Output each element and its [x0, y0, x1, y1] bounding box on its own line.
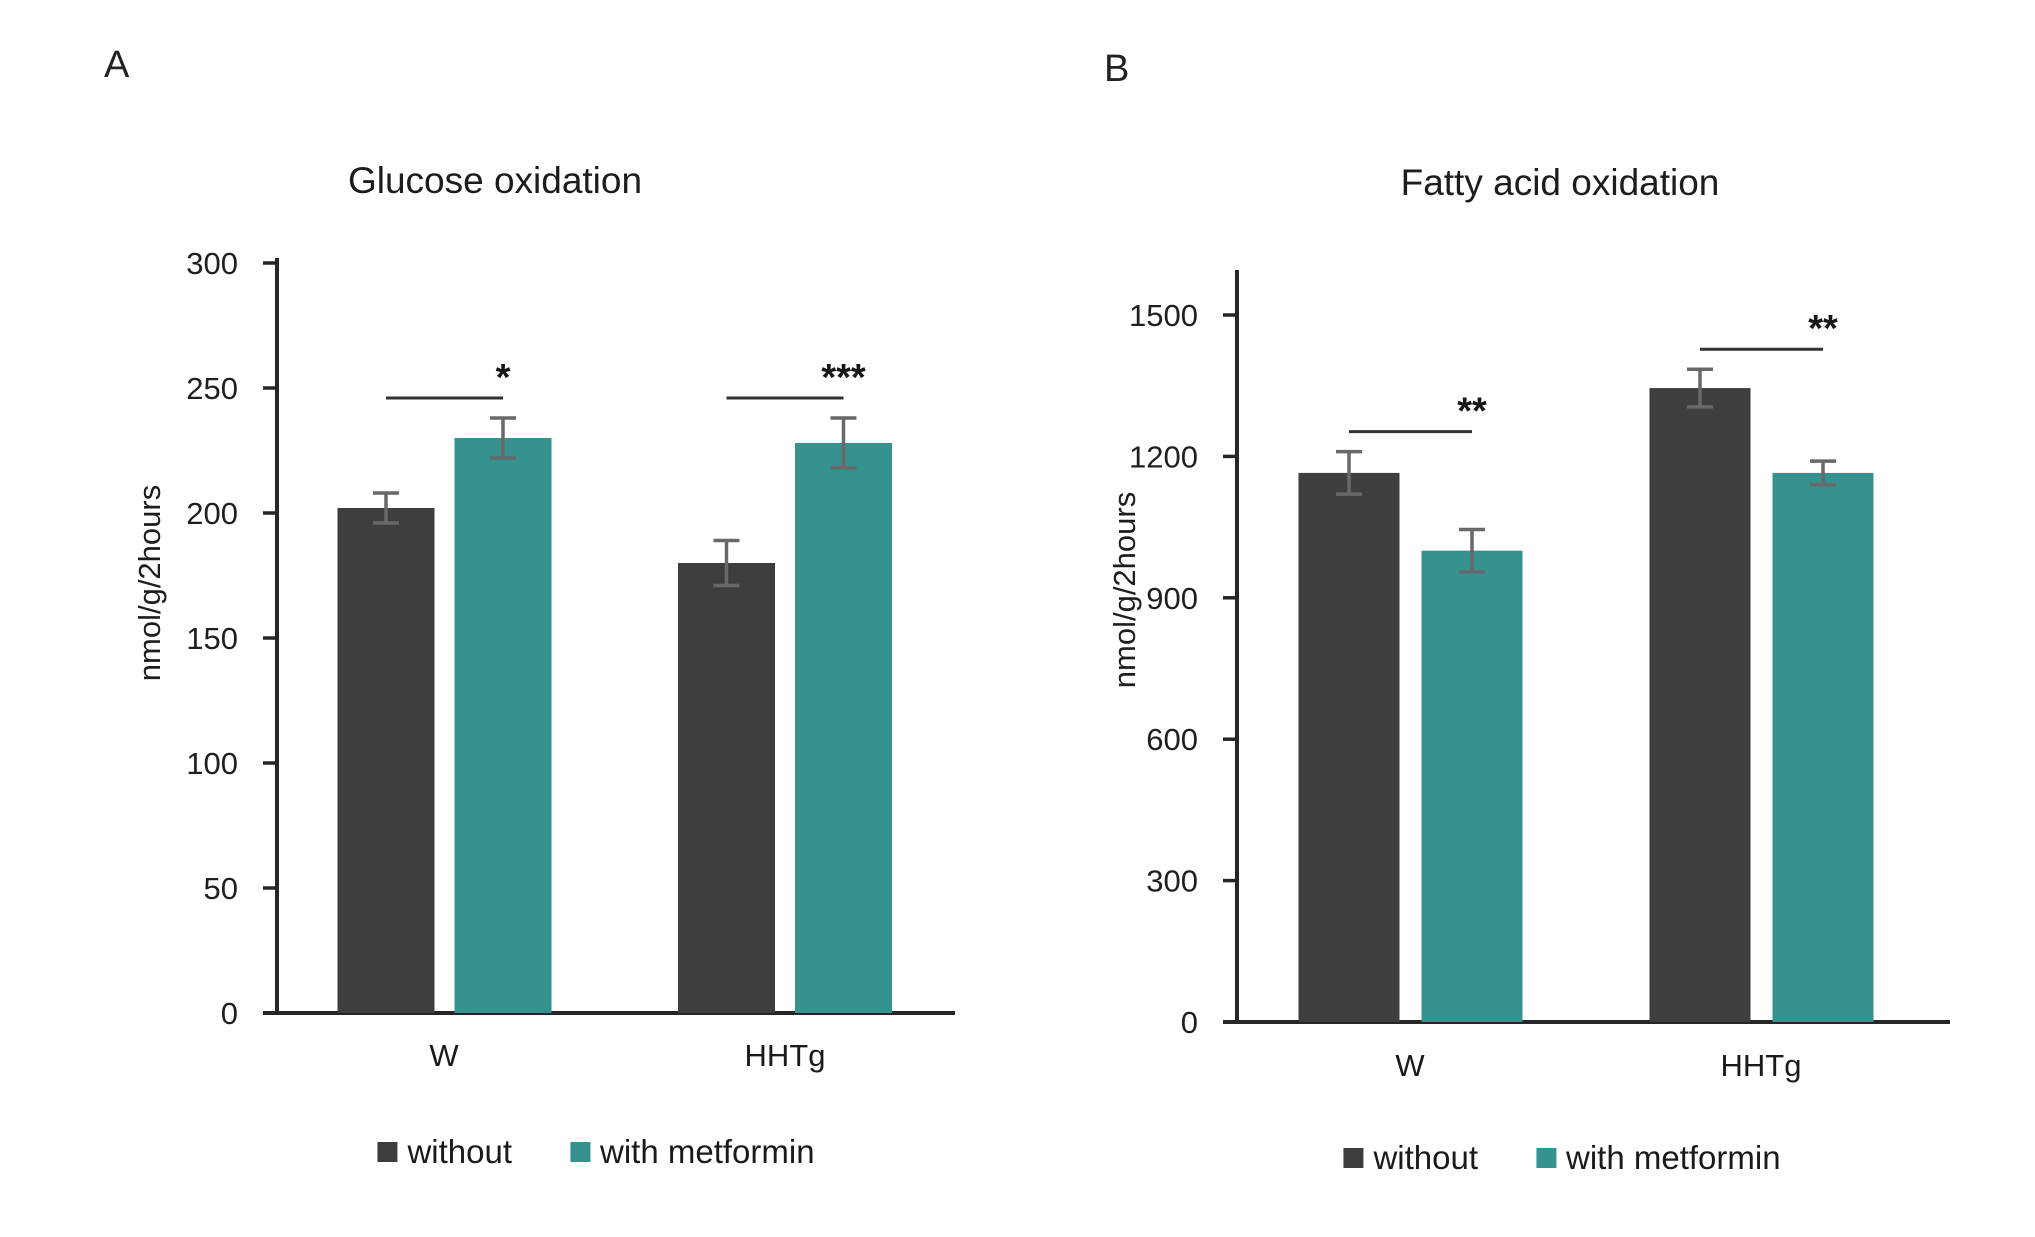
significance-label-a-hhtg: ***	[821, 357, 866, 399]
bar-a-w-without	[337, 508, 435, 1013]
panel-b-category-hhtg: HHTg	[1720, 1048, 1802, 1083]
legend-swatch-with-metformin	[1536, 1148, 1556, 1168]
bar-b-w-without	[1298, 472, 1400, 1022]
panel-a-category-w: W	[429, 1038, 459, 1073]
legend-swatch-without	[377, 1142, 398, 1162]
panel-a-y-tick-label-0: 0	[221, 996, 238, 1031]
panel-b-y-axis-label: nmol/g/2hours	[1107, 491, 1142, 689]
panel-a-y-tick-label-200: 200	[186, 496, 238, 531]
bar-b-hhtg-without	[1649, 388, 1751, 1023]
significance-label-b-w: **	[1457, 391, 1487, 433]
panel-b-letter: B	[1104, 48, 1130, 90]
significance-label-a-w: *	[496, 357, 511, 399]
legend-swatch-with-metformin	[570, 1142, 590, 1162]
legend-item-without: without	[377, 1133, 512, 1171]
legend-swatch-without	[1343, 1148, 1364, 1168]
legend-label-without: without	[1373, 1139, 1478, 1176]
panel-a-y-tick-label-250: 250	[186, 371, 238, 406]
panel-b-y-tick-label-0: 0	[1181, 1005, 1198, 1040]
panel-b-y-tick-label-1200: 1200	[1129, 439, 1198, 474]
panel-b-category-w: W	[1395, 1048, 1425, 1083]
bar-a-w-with-metformin	[454, 438, 552, 1013]
panel-a-y-axis-label: nmol/g/2hours	[132, 484, 167, 682]
panel-b-legend: without with metformin	[1343, 1138, 1781, 1178]
panel-b-y-tick-label-900: 900	[1146, 581, 1198, 616]
panel-a-title: Glucose oxidation	[347, 160, 643, 201]
legend-label-with-metformin: with metformin	[600, 1133, 815, 1170]
panel-b-y-tick-label-600: 600	[1146, 722, 1198, 757]
panel-a-y-tick-label-100: 100	[186, 746, 238, 781]
panel-a-letter: A	[104, 44, 130, 86]
legend-item-without: without	[1343, 1139, 1478, 1177]
legend-item-with-metformin: with metformin	[1536, 1139, 1781, 1177]
panel-a-category-hhtg: HHTg	[744, 1038, 826, 1073]
panel-a-legend: without with metformin	[377, 1132, 815, 1172]
legend-label-without: without	[407, 1133, 512, 1170]
legend-item-with-metformin: with metformin	[570, 1133, 815, 1171]
panel-b-title: Fatty acid oxidation	[1400, 162, 1720, 203]
bar-a-hhtg-with-metformin	[795, 443, 892, 1013]
panel-a-y-tick-label-150: 150	[186, 621, 238, 656]
bar-b-hhtg-with-metformin	[1772, 472, 1874, 1022]
panel-a-y-tick-label-300: 300	[186, 246, 238, 281]
legend-label-with-metformin: with metformin	[1566, 1139, 1781, 1176]
panel-b-y-tick-label-1500: 1500	[1129, 298, 1198, 333]
bar-a-hhtg-without	[678, 563, 775, 1013]
bar-b-w-with-metformin	[1421, 550, 1523, 1022]
panel-a-y-tick-label-50: 50	[204, 871, 238, 906]
significance-label-b-hhtg: **	[1808, 308, 1838, 350]
panel-b-y-tick-label-300: 300	[1146, 864, 1198, 899]
